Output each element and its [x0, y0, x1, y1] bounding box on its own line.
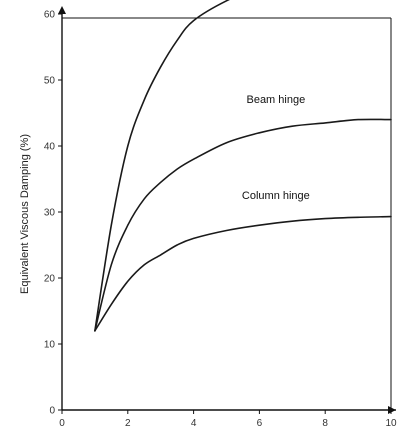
y-tick-label: 20 — [44, 274, 56, 285]
y-tick-label: 30 — [44, 208, 56, 219]
y-tick-label: 0 — [49, 406, 55, 417]
plot-frame — [58, 6, 396, 414]
series-lines — [94, 0, 392, 332]
y-tick-label: 40 — [44, 142, 56, 153]
x-ticks: 0 2 4 6 8 10 — [59, 410, 397, 429]
y-ticks: 0 10 20 30 40 50 60 — [44, 10, 62, 417]
y-tick-label: 50 — [44, 76, 56, 87]
x-tick-label: 8 — [322, 418, 328, 429]
x-axis-arrow — [388, 406, 396, 414]
series-label-column-hinge: Column hinge — [242, 190, 310, 202]
series-line-beam-hinge — [94, 118, 392, 332]
x-tick-label: 10 — [385, 418, 397, 429]
x-tick-label: 0 — [59, 418, 65, 429]
series-line-column-hinge — [94, 215, 392, 332]
series-line-epp — [94, 0, 230, 332]
y-tick-label: 10 — [44, 340, 56, 351]
x-tick-label: 4 — [191, 418, 197, 429]
y-axis-label: Equivalent Viscous Damping (%) — [19, 134, 31, 294]
y-tick-label: 60 — [44, 10, 56, 21]
series-label-beam-hinge: Beam hinge — [246, 94, 305, 106]
y-axis-arrow — [58, 6, 66, 14]
x-tick-label: 6 — [257, 418, 263, 429]
x-tick-label: 2 — [125, 418, 131, 429]
